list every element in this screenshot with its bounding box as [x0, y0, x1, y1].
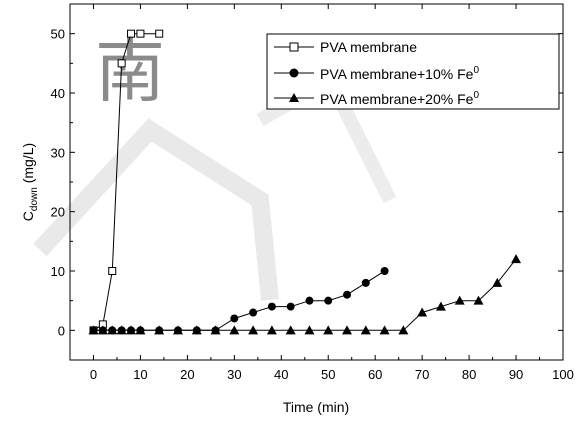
legend-box [266, 33, 560, 110]
data-point [473, 295, 484, 305]
data-point [127, 29, 136, 38]
data-point [248, 325, 259, 335]
legend-label-superscript: 0 [473, 65, 479, 76]
legend-label-main: PVA membrane+20% Fe [320, 91, 474, 107]
y-tick-label: 10 [51, 264, 65, 279]
y-tick-label: 0 [58, 323, 65, 338]
x-tick-label: 100 [552, 367, 574, 382]
data-point [342, 325, 353, 335]
data-point [126, 325, 137, 335]
series-1 [89, 267, 389, 335]
data-point [266, 325, 277, 335]
data-point [361, 278, 370, 287]
x-tick-label: 80 [462, 367, 476, 382]
watermark-stroke [33, 118, 279, 301]
data-point [435, 301, 446, 311]
data-point [230, 314, 239, 323]
data-point [249, 308, 258, 317]
data-point [155, 29, 164, 38]
y-axis-title-subscript: down [29, 187, 40, 211]
y-axis: 0 10 20 30 40 50 [51, 3, 563, 361]
data-point [360, 325, 371, 335]
x-tick-label: 20 [180, 367, 194, 382]
legend-label-pva-10-fe: PVA membrane+10% Fe0 [320, 65, 479, 82]
y-tick-label: 50 [51, 27, 65, 42]
y-tick-label: 40 [51, 86, 65, 101]
series-0 [89, 29, 164, 335]
data-point [379, 325, 390, 335]
y-tick-label: 20 [51, 205, 65, 220]
data-point [343, 290, 352, 299]
x-tick-label: 40 [274, 367, 288, 382]
data-point [380, 267, 389, 275]
data-point [136, 29, 145, 38]
y-axis-title-main: C [20, 211, 36, 221]
x-tick-label: 10 [133, 367, 147, 382]
data-point [324, 296, 333, 305]
legend-entry-pva: PVA membrane [274, 39, 417, 55]
series-line [93, 270, 385, 331]
x-tick-label: 90 [509, 367, 523, 382]
x-tick-label: 30 [227, 367, 241, 382]
legend-circle-marker [289, 68, 299, 78]
data-point [267, 302, 276, 311]
x-tick-label: 50 [321, 367, 335, 382]
data-point [285, 325, 296, 335]
data-point [117, 59, 126, 68]
data-point [492, 277, 503, 287]
legend-entry-pva-20-fe: PVA membrane+20% Fe0 [274, 90, 479, 107]
legend-square-marker [289, 42, 299, 52]
x-tick-label: 0 [90, 367, 97, 382]
data-point [323, 325, 334, 335]
x-tick-label: 60 [368, 367, 382, 382]
series-line [93, 258, 517, 331]
data-point [229, 325, 240, 335]
x-axis: 0 10 20 30 40 50 60 70 80 90 100 [69, 4, 574, 382]
legend-label-superscript: 0 [473, 90, 479, 101]
data-point [417, 307, 428, 317]
x-axis-title: Time (min) [283, 399, 349, 415]
data-point [172, 325, 183, 335]
series-layer [88, 29, 522, 335]
data-point [210, 325, 221, 335]
y-tick-label: 30 [51, 145, 65, 160]
data-point [305, 296, 314, 305]
data-point [191, 325, 202, 335]
legend: PVA membrane PVA membrane+10% Fe0 PVA me… [266, 33, 560, 110]
data-point [511, 254, 522, 264]
data-point [108, 267, 117, 275]
data-point [135, 325, 146, 335]
legend-triangle-marker [289, 93, 299, 102]
watermark-glyph: 南 [95, 30, 165, 112]
data-point [116, 325, 127, 335]
legend-label-main: PVA membrane+10% Fe [320, 66, 474, 82]
y-axis-title: Cdown (mg/L) [20, 143, 40, 221]
data-point [454, 295, 465, 305]
y-axis-title-unit: (mg/L) [20, 143, 36, 187]
series-2 [88, 254, 522, 335]
legend-entry-pva-10-fe: PVA membrane+10% Fe0 [274, 65, 479, 82]
data-point [304, 325, 315, 335]
data-point [88, 325, 99, 335]
data-point [107, 325, 118, 335]
data-point [286, 302, 295, 311]
data-point [154, 325, 165, 335]
x-tick-label: 70 [415, 367, 429, 382]
legend-label-pva-20-fe: PVA membrane+20% Fe0 [320, 90, 479, 107]
data-point [97, 325, 108, 335]
legend-label-pva: PVA membrane [320, 39, 417, 55]
data-point [398, 325, 409, 335]
